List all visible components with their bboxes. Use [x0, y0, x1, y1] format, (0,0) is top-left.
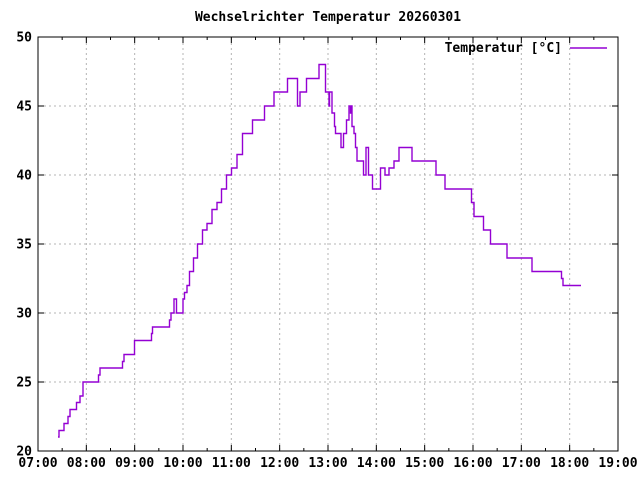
y-tick-label: 50: [16, 31, 32, 46]
temperature-series-path: [58, 63, 581, 438]
axes-and-ticks: [37, 36, 619, 452]
x-tick-label: 16:00: [453, 456, 492, 471]
legend-label: Temperatur [°C]: [445, 41, 562, 56]
chart-title: Wechselrichter Temperatur 20260301: [195, 10, 461, 25]
x-tick-label: 19:00: [598, 456, 637, 471]
axis-tick-labels: 20 25 30 35 40 45 50 07:00 08:00 09:00 10:00 11:00 1…: [16, 31, 637, 472]
legend: Temperatur [°C]: [445, 41, 607, 56]
grid-lines: [39, 38, 617, 450]
y-tick-label: 35: [16, 238, 32, 253]
x-tick-label: 07:00: [18, 456, 57, 471]
x-tick-label: 13:00: [308, 456, 347, 471]
y-tick-label: 30: [16, 307, 32, 322]
temperature-step-line: [58, 63, 581, 438]
x-tick-label: 15:00: [405, 456, 444, 471]
y-tick-label: 20: [16, 445, 32, 460]
y-tick-label: 25: [16, 376, 32, 391]
x-tick-label: 09:00: [115, 456, 154, 471]
x-tick-label: 08:00: [67, 456, 106, 471]
x-tick-label: 14:00: [357, 456, 396, 471]
x-tick-label: 11:00: [212, 456, 251, 471]
x-tick-label: 10:00: [163, 456, 202, 471]
y-tick-label: 45: [16, 100, 32, 115]
x-tick-label: 18:00: [550, 456, 589, 471]
x-tick-label: 17:00: [502, 456, 541, 471]
x-tick-label: 12:00: [260, 456, 299, 471]
y-tick-label: 40: [16, 169, 32, 184]
